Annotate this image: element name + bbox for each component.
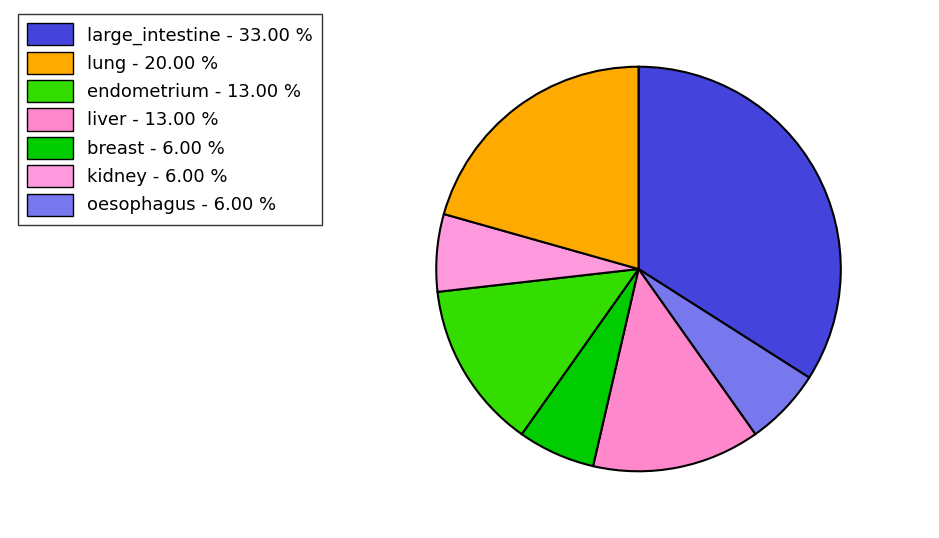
Wedge shape	[593, 269, 755, 471]
Wedge shape	[437, 214, 639, 292]
Legend: large_intestine - 33.00 %, lung - 20.00 %, endometrium - 13.00 %, liver - 13.00 : large_intestine - 33.00 %, lung - 20.00 …	[19, 15, 322, 224]
Wedge shape	[522, 269, 639, 466]
Wedge shape	[438, 269, 639, 434]
Wedge shape	[639, 67, 840, 378]
Wedge shape	[639, 269, 809, 434]
Wedge shape	[444, 67, 639, 269]
